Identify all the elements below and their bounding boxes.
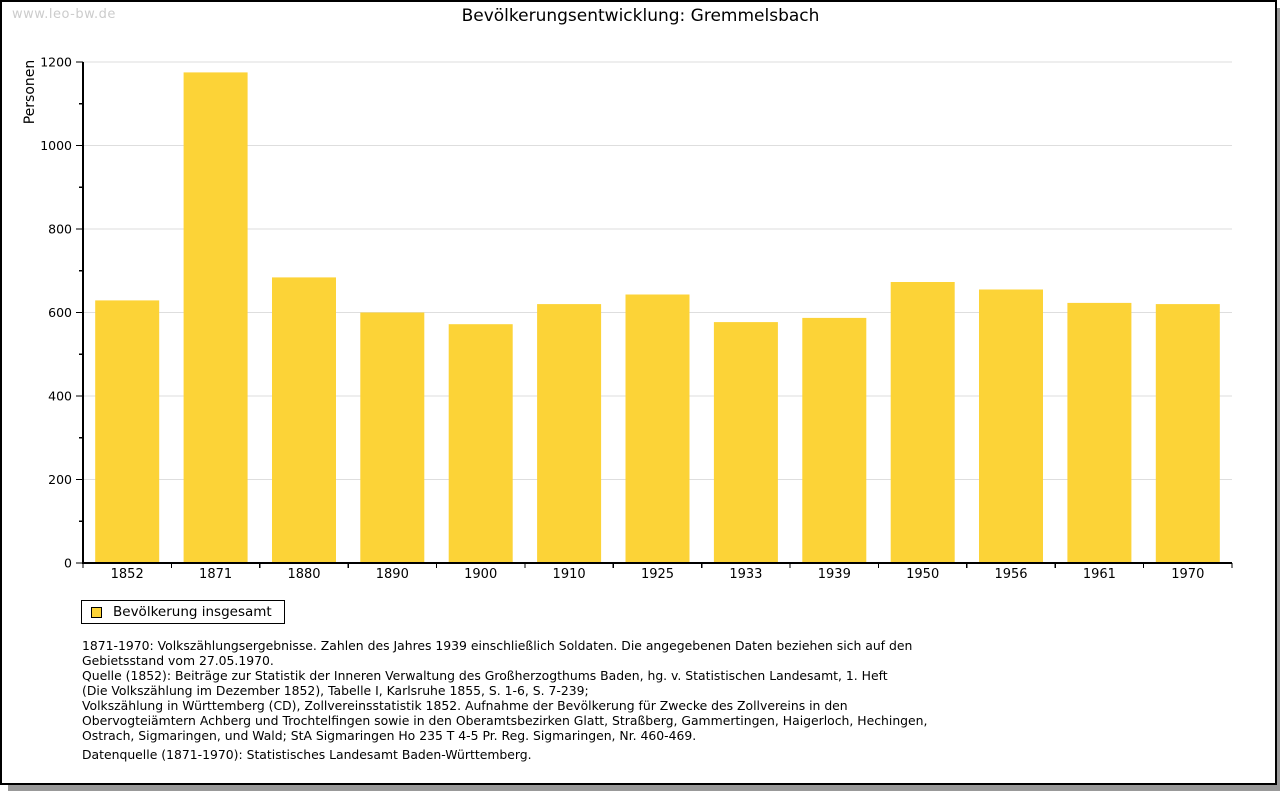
bar-1900 (448, 324, 513, 563)
x-tick-label-1939: 1939 (818, 567, 851, 582)
x-tick-label-1950: 1950 (906, 567, 939, 582)
bar-1852 (95, 300, 160, 563)
bar-1910 (537, 304, 602, 563)
x-tick-label-1890: 1890 (376, 567, 409, 582)
legend-color-swatch (91, 606, 102, 618)
y-tick-label-800: 800 (48, 222, 72, 237)
bar-chart: 0 200 400 600 800 1000 1200 1852 1871 1880 1890 190… (40, 55, 1233, 582)
footnote-paragraph: 1871-1970: Volkszählungsergebnisse. Zahl… (82, 638, 927, 743)
bar-1956 (979, 289, 1043, 563)
bar-1970 (1155, 304, 1220, 563)
footnote-line: (Die Volkszählung im Dezember 1852), Tab… (82, 683, 589, 698)
bar-1871 (183, 72, 248, 564)
footnotes: 1871-1970: Volkszählungsergebnisse. Zahl… (82, 638, 927, 762)
footnote-line: Quelle (1852): Beiträge zur Statistik de… (82, 668, 888, 683)
y-tick-label-200: 200 (48, 472, 72, 487)
x-tick-label-1900: 1900 (464, 567, 497, 582)
y-tick-label-1000: 1000 (40, 138, 72, 153)
bar-1890 (360, 312, 425, 563)
x-tick-label-1961: 1961 (1083, 567, 1116, 582)
chart-title: Bevölkerungsentwicklung: Gremmelsbach (461, 6, 820, 26)
y-tick-label-1200: 1200 (40, 55, 72, 70)
footnote-line: Gebietsstand vom 27.05.1970. (82, 653, 274, 668)
bar-1950 (890, 282, 955, 563)
x-tick-label-1933: 1933 (729, 567, 762, 582)
x-tick-label-1852: 1852 (111, 567, 144, 582)
footnote-line: Obervogteiämtern Achberg und Trochtelfin… (82, 713, 928, 728)
legend-box: Bevölkerung insgesamt (81, 600, 285, 624)
x-tick-label-1925: 1925 (641, 567, 674, 582)
y-tick-label-400: 400 (48, 389, 72, 404)
x-tick-label-1880: 1880 (287, 567, 320, 582)
y-tick-label-600: 600 (48, 305, 72, 320)
footnote-line: Ostrach, Sigmaringen, und Wald; StA Sigm… (82, 728, 697, 743)
legend-series-label: Bevölkerung insgesamt (113, 604, 272, 620)
x-tick-label-1970: 1970 (1171, 567, 1204, 582)
y-tick-label-0: 0 (64, 556, 72, 571)
bar-1925 (625, 294, 690, 563)
footnote-line: Volkszählung in Württemberg (CD), Zollve… (82, 698, 848, 713)
bar-1933 (713, 322, 778, 563)
bar-1961 (1067, 302, 1132, 563)
x-tick-label-1910: 1910 (553, 567, 586, 582)
bar-1880 (272, 277, 336, 563)
watermark-url: www.leo-bw.de (12, 7, 116, 22)
x-tick-label-1956: 1956 (994, 567, 1027, 582)
footnote-line: 1871-1970: Volkszählungsergebnisse. Zahl… (82, 638, 913, 653)
x-tick-label-1871: 1871 (199, 567, 232, 582)
bar-1939 (802, 317, 867, 563)
datasource-line: Datenquelle (1871-1970): Statistisches L… (82, 747, 532, 762)
